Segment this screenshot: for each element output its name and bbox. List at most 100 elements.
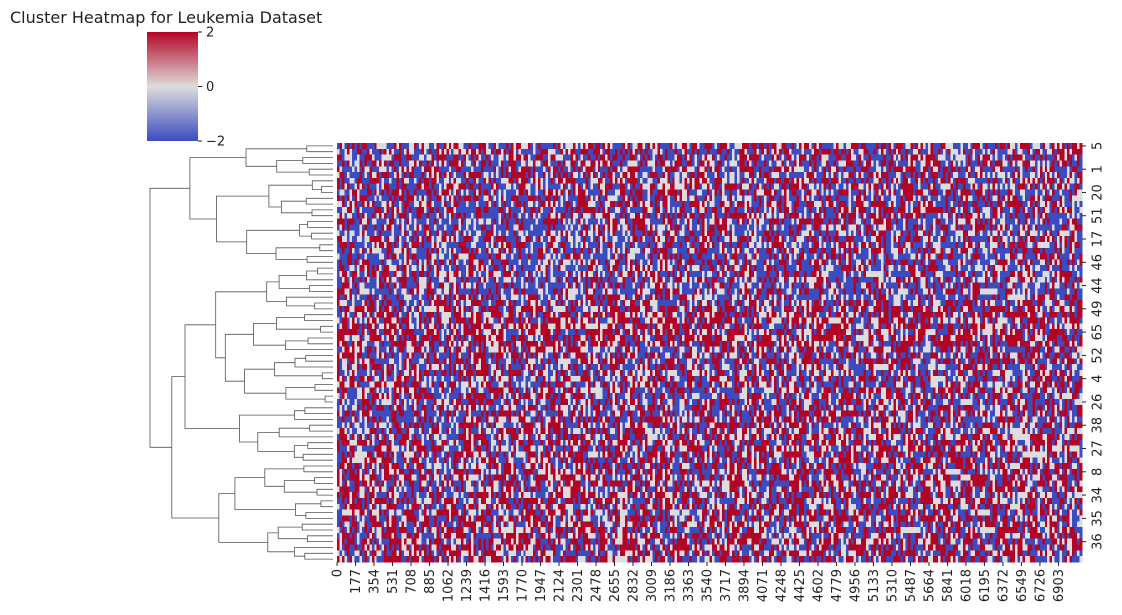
heatmap-cell: [354, 190, 357, 196]
heatmap-cell: [960, 166, 963, 172]
heatmap-cell: [531, 143, 534, 149]
heatmap-cell: [392, 190, 395, 196]
heatmap-cell: [436, 230, 439, 236]
heatmap-cell: [1045, 190, 1048, 196]
heatmap-cell: [590, 190, 593, 196]
heatmap-cell: [868, 184, 871, 190]
heatmap-cell: [935, 201, 938, 207]
heatmap-cell: [759, 143, 762, 149]
heatmap-cell: [474, 236, 477, 242]
heatmap-cell: [538, 207, 541, 213]
heatmap-cell: [392, 172, 395, 178]
heatmap-cell: [737, 143, 740, 149]
heatmap-cell: [384, 166, 387, 172]
heatmap-cell: [747, 236, 750, 242]
heatmap-cell: [1025, 155, 1028, 161]
heatmap-cell: [409, 219, 412, 225]
heatmap-cell: [861, 224, 864, 230]
heatmap-cell: [481, 219, 484, 225]
heatmap-cell: [762, 166, 765, 172]
heatmap-cell: [786, 230, 789, 236]
heatmap-cell: [754, 160, 757, 166]
heatmap-cell: [993, 166, 996, 172]
heatmap-cell: [881, 172, 884, 178]
heatmap-cell: [682, 224, 685, 230]
heatmap-cell: [431, 219, 434, 225]
heatmap-cell: [595, 143, 598, 149]
heatmap-cell: [767, 149, 770, 155]
heatmap-cell: [399, 190, 402, 196]
heatmap-cell: [896, 155, 899, 161]
heatmap-cell: [727, 207, 730, 213]
heatmap-cell: [799, 224, 802, 230]
heatmap-cell: [707, 190, 710, 196]
heatmap-cell: [652, 172, 655, 178]
heatmap-cell: [863, 184, 866, 190]
heatmap-cell: [677, 230, 680, 236]
heatmap-cell: [556, 172, 559, 178]
heatmap-cell: [876, 172, 879, 178]
heatmap-cell: [948, 172, 951, 178]
heatmap-cell: [955, 172, 958, 178]
heatmap-cell: [650, 190, 653, 196]
heatmap-cell: [702, 190, 705, 196]
heatmap-cell: [950, 224, 953, 230]
heatmap-cell: [637, 201, 640, 207]
heatmap-cell: [402, 219, 405, 225]
heatmap-cell: [647, 160, 650, 166]
heatmap-cell: [556, 184, 559, 190]
heatmap-cell: [610, 178, 613, 184]
heatmap-cell: [752, 230, 755, 236]
heatmap-cell: [362, 155, 365, 161]
heatmap-cell: [369, 207, 372, 213]
heatmap-cell: [464, 195, 467, 201]
heatmap-cell: [948, 149, 951, 155]
heatmap-cell: [342, 149, 345, 155]
heatmap-cell: [469, 160, 472, 166]
heatmap-cell: [402, 166, 405, 172]
heatmap-cell: [931, 155, 934, 161]
heatmap-cell: [563, 143, 566, 149]
heatmap-cell: [714, 201, 717, 207]
heatmap-cell: [578, 166, 581, 172]
heatmap-cell: [854, 213, 857, 219]
heatmap-cell: [859, 230, 862, 236]
heatmap-cell: [791, 195, 794, 201]
heatmap-cell: [1008, 166, 1011, 172]
heatmap-cell: [528, 166, 531, 172]
heatmap-cell: [474, 190, 477, 196]
heatmap-cell: [742, 236, 745, 242]
heatmap-cell: [677, 201, 680, 207]
heatmap-cell: [610, 195, 613, 201]
heatmap-cell: [459, 149, 462, 155]
heatmap-cell: [1015, 149, 1018, 155]
heatmap-cell: [608, 149, 611, 155]
heatmap-cell: [642, 190, 645, 196]
heatmap-cell: [1030, 143, 1033, 149]
heatmap-cell: [397, 207, 400, 213]
heatmap-cell: [854, 195, 857, 201]
heatmap-cell: [707, 184, 710, 190]
heatmap-cell: [640, 201, 643, 207]
heatmap-cell: [652, 230, 655, 236]
heatmap-cell: [484, 160, 487, 166]
heatmap-cell: [429, 172, 432, 178]
heatmap-cell: [724, 190, 727, 196]
heatmap-cell: [538, 190, 541, 196]
heatmap-cell: [727, 166, 730, 172]
heatmap-cell: [402, 190, 405, 196]
heatmap-cell: [933, 184, 936, 190]
heatmap-cell: [1067, 201, 1070, 207]
heatmap-cell: [1000, 155, 1003, 161]
heatmap-cell: [993, 184, 996, 190]
heatmap-cell: [767, 201, 770, 207]
heatmap-cell: [707, 213, 710, 219]
heatmap-cell: [441, 213, 444, 219]
heatmap-cell: [575, 184, 578, 190]
heatmap-cell: [993, 149, 996, 155]
heatmap-cell: [772, 213, 775, 219]
heatmap-cell: [953, 184, 956, 190]
heatmap-cell: [705, 195, 708, 201]
heatmap-cell: [990, 219, 993, 225]
heatmap-cell: [911, 207, 914, 213]
